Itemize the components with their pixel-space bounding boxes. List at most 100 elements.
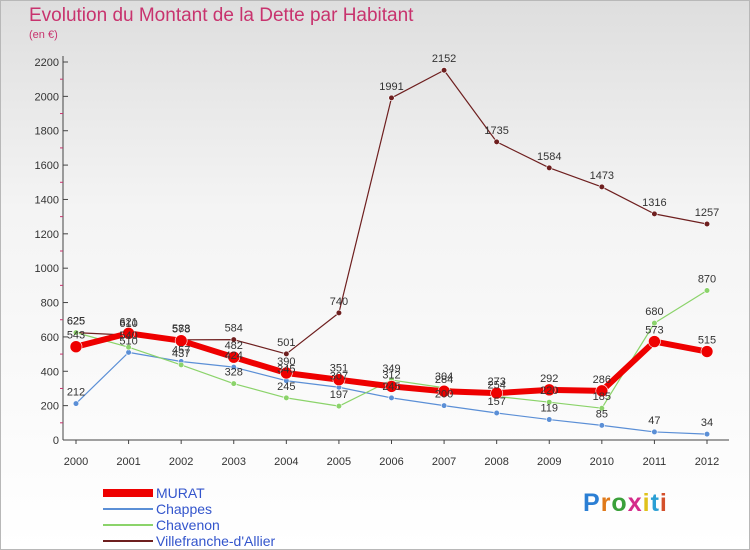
- data-point: [546, 399, 553, 406]
- data-point: [651, 210, 658, 217]
- data-point: [125, 344, 132, 351]
- data-point: [280, 366, 293, 380]
- data-point: [230, 336, 237, 343]
- data-label: 85: [596, 408, 608, 420]
- data-label: 424: [225, 350, 243, 362]
- x-tick-label: 2005: [327, 456, 351, 468]
- data-point: [598, 422, 605, 429]
- data-label: 328: [225, 367, 243, 379]
- logo-letter: o: [611, 489, 628, 517]
- data-point: [388, 94, 395, 102]
- logo-letter: i: [659, 489, 668, 517]
- data-label: 119: [540, 403, 558, 415]
- data-label: 349: [382, 363, 400, 375]
- data-label: 47: [648, 415, 660, 427]
- x-tick-label: 2010: [590, 456, 614, 468]
- logo-letter: i: [642, 489, 651, 517]
- y-tick-label: 2200: [35, 57, 59, 69]
- data-label: 510: [119, 335, 137, 347]
- data-label: 351: [330, 363, 348, 375]
- data-point: [546, 164, 553, 171]
- y-tick-label: 800: [41, 298, 59, 310]
- series-line-villefranche-d-allier: [75, 69, 708, 355]
- chart-title: Evolution du Montant de la Dette par Hab…: [29, 5, 414, 26]
- logo-letter: P: [583, 489, 601, 517]
- x-tick-label: 2004: [274, 456, 298, 468]
- data-point: [542, 383, 556, 397]
- data-point: [227, 350, 241, 364]
- data-point: [332, 373, 346, 386]
- data-point: [230, 380, 237, 387]
- data-label: 583: [172, 323, 190, 335]
- data-label: 1257: [695, 207, 719, 219]
- data-point: [440, 67, 448, 74]
- data-label: 185: [593, 391, 611, 403]
- x-tick-label: 2007: [432, 456, 456, 468]
- data-point: [598, 183, 605, 191]
- legend-swatch: [103, 524, 153, 526]
- data-label: 578: [172, 324, 190, 336]
- data-label: 200: [435, 389, 453, 401]
- data-label: 286: [593, 374, 611, 386]
- data-point: [598, 405, 605, 412]
- y-tick-label: 1600: [35, 160, 59, 172]
- chart-subtitle: (en €): [29, 29, 58, 41]
- data-label: 34: [701, 417, 713, 429]
- data-point: [388, 394, 395, 402]
- data-point: [178, 361, 185, 369]
- data-label: 501: [277, 337, 295, 349]
- data-label: 157: [487, 396, 505, 408]
- x-tick-label: 2001: [116, 456, 140, 468]
- data-label: 625: [67, 316, 85, 328]
- data-point: [493, 138, 500, 145]
- data-label: 680: [645, 306, 663, 318]
- legend-swatch: [103, 508, 153, 510]
- data-label: 1473: [590, 170, 614, 182]
- data-label: 457: [172, 344, 190, 356]
- y-tick-label: 1200: [35, 229, 59, 241]
- data-label: 1316: [642, 197, 666, 209]
- y-tick-label: 1400: [35, 194, 59, 206]
- x-tick-label: 2003: [222, 456, 246, 468]
- data-point: [703, 287, 711, 294]
- data-point: [703, 220, 711, 228]
- x-tick-label: 2002: [169, 456, 193, 468]
- data-label: 573: [645, 325, 663, 337]
- data-point: [703, 431, 711, 438]
- data-label: 625: [67, 316, 85, 328]
- legend-label: Villefranche-d'Allier: [156, 533, 276, 549]
- data-point: [72, 329, 80, 336]
- data-point: [493, 409, 500, 417]
- data-label: 482: [225, 340, 243, 352]
- data-point: [546, 416, 553, 423]
- legend-label: MURAT: [156, 485, 205, 501]
- data-point: [125, 349, 132, 356]
- x-tick-label: 2009: [537, 456, 561, 468]
- data-point: [335, 309, 343, 316]
- data-label: 254: [487, 379, 505, 391]
- y-tick-label: 1000: [35, 263, 59, 275]
- data-point: [385, 380, 398, 393]
- data-point: [595, 384, 609, 398]
- data-point: [440, 402, 448, 409]
- data-label: 584: [225, 323, 243, 335]
- y-tick-label: 0: [53, 435, 59, 447]
- logo-letter: x: [627, 489, 643, 517]
- legend-label: Chavenon: [156, 517, 220, 533]
- data-label: 220: [540, 385, 558, 397]
- data-point: [651, 320, 658, 327]
- legend-swatch: [103, 489, 153, 497]
- data-point: [283, 394, 290, 402]
- data-label: 621: [119, 316, 137, 328]
- x-tick-label: 2012: [695, 456, 719, 468]
- x-tick-label: 2011: [643, 456, 667, 468]
- data-label: 543: [67, 330, 85, 342]
- data-label: 1584: [537, 151, 561, 163]
- data-point: [174, 334, 188, 347]
- data-label: 307: [330, 370, 348, 382]
- data-label: 870: [698, 274, 716, 286]
- data-label: 304: [435, 371, 453, 383]
- data-label: 273: [487, 376, 505, 388]
- y-tick-label: 2000: [35, 91, 59, 103]
